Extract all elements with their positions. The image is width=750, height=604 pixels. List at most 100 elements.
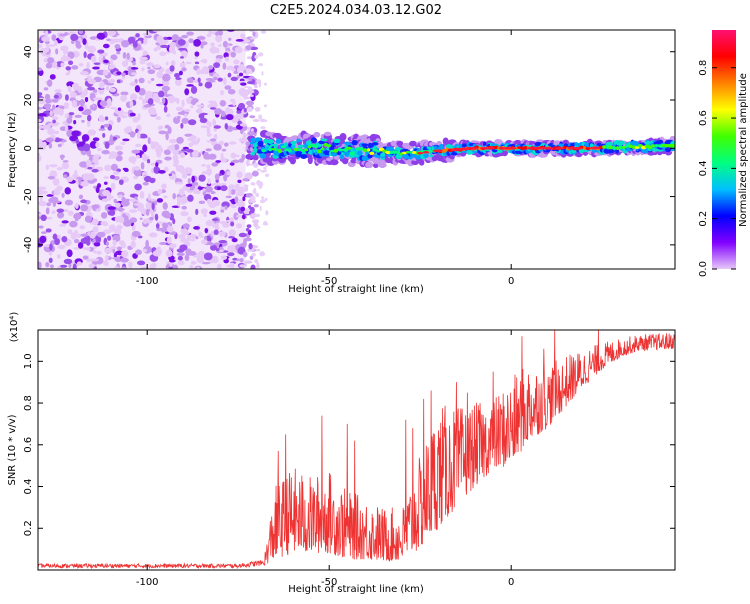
noise-blob (89, 105, 94, 110)
noise-blob (123, 168, 129, 172)
noise-blob (54, 238, 60, 246)
noise-blob (85, 215, 92, 223)
noise-blob (230, 51, 236, 58)
spectrogram-frame (37, 29, 676, 270)
noise-blob (122, 138, 130, 142)
noise-blob (167, 95, 176, 102)
spectrogram-x-tick-label: 0 (508, 276, 514, 287)
noise-blob (68, 114, 73, 120)
noise-blob (118, 206, 124, 212)
noise-blob (63, 102, 70, 109)
noise-blob (207, 178, 211, 185)
noise-blob (191, 150, 199, 158)
noise-blob (47, 44, 56, 47)
noise-blob (238, 232, 247, 238)
noise-blob (38, 107, 43, 110)
noise-blob (187, 194, 194, 202)
signal-core (250, 137, 256, 142)
signal-core (306, 140, 312, 146)
signal-halo (396, 140, 404, 147)
noise-blob (261, 71, 264, 76)
noise-blob (180, 170, 185, 174)
signal-core (380, 152, 386, 157)
signal-halo (339, 132, 347, 141)
noise-blob (61, 139, 67, 143)
noise-blob (264, 104, 267, 108)
noise-blob (190, 238, 196, 242)
noise-blob (56, 254, 61, 259)
signal-core (583, 142, 590, 147)
noise-blob (138, 96, 143, 100)
snr-y-label: SNR (10 * v/v) (7, 414, 18, 485)
signal-peak (385, 150, 392, 155)
noise-blob (142, 98, 146, 105)
noise-blob (80, 204, 89, 212)
noise-blob (228, 184, 236, 189)
noise-blob (92, 89, 98, 93)
noise-blob (149, 208, 154, 215)
noise-blob (214, 173, 220, 181)
noise-blob (53, 188, 61, 196)
noise-blob (242, 196, 246, 202)
noise-blob (64, 94, 69, 101)
noise-blob (120, 94, 127, 102)
signal-max (589, 146, 601, 150)
noise-blob (178, 47, 187, 51)
noise-blob (258, 114, 263, 120)
noise-blob (209, 46, 219, 54)
noise-blob (260, 126, 266, 130)
noise-blob (181, 99, 185, 108)
spectrogram-x-tick-label: -50 (321, 276, 337, 287)
noise-blob (116, 224, 123, 230)
noise-blob (164, 81, 170, 86)
noise-blob (210, 183, 218, 186)
noise-blob (245, 227, 250, 232)
noise-blob (243, 107, 247, 113)
noise-blob (200, 125, 209, 129)
noise-blob (225, 219, 231, 223)
noise-blob (48, 143, 53, 149)
noise-blob (79, 71, 89, 76)
noise-blob (168, 173, 172, 177)
noise-blob (86, 173, 95, 181)
noise-blob (110, 163, 118, 171)
noise-blob (230, 76, 238, 82)
noise-blob (38, 97, 46, 105)
noise-blob (127, 36, 136, 45)
noise-blob (122, 213, 127, 218)
signal-peak (517, 146, 522, 150)
noise-blob (178, 70, 183, 76)
noise-blob (247, 71, 254, 74)
noise-blob (132, 175, 139, 180)
noise-blob (133, 168, 142, 177)
noise-blob (163, 149, 171, 156)
noise-blob (224, 123, 229, 130)
signal-core (331, 152, 338, 157)
signal-peak (333, 148, 339, 153)
noise-blob (43, 103, 52, 109)
noise-blob (171, 34, 180, 42)
noise-blob (156, 150, 162, 158)
noise-blob (115, 155, 123, 162)
signal-halo (442, 137, 449, 145)
noise-blob (226, 114, 234, 121)
noise-blob (219, 249, 224, 253)
signal-peak (264, 146, 270, 151)
signal-core (346, 143, 353, 147)
noise-blob (197, 77, 201, 83)
noise-blob (91, 218, 99, 226)
noise-blob (157, 188, 163, 195)
noise-blob (222, 62, 227, 70)
noise-blob (124, 111, 128, 115)
noise-blob (121, 266, 127, 269)
noise-blob (201, 67, 205, 75)
noise-blob (46, 194, 54, 197)
noise-blob (189, 264, 194, 269)
signal-core (450, 152, 458, 156)
noise-blob (130, 240, 136, 249)
noise-blob (205, 148, 212, 152)
noise-blob (66, 249, 73, 258)
noise-blob (122, 52, 127, 59)
noise-blob (226, 65, 234, 71)
